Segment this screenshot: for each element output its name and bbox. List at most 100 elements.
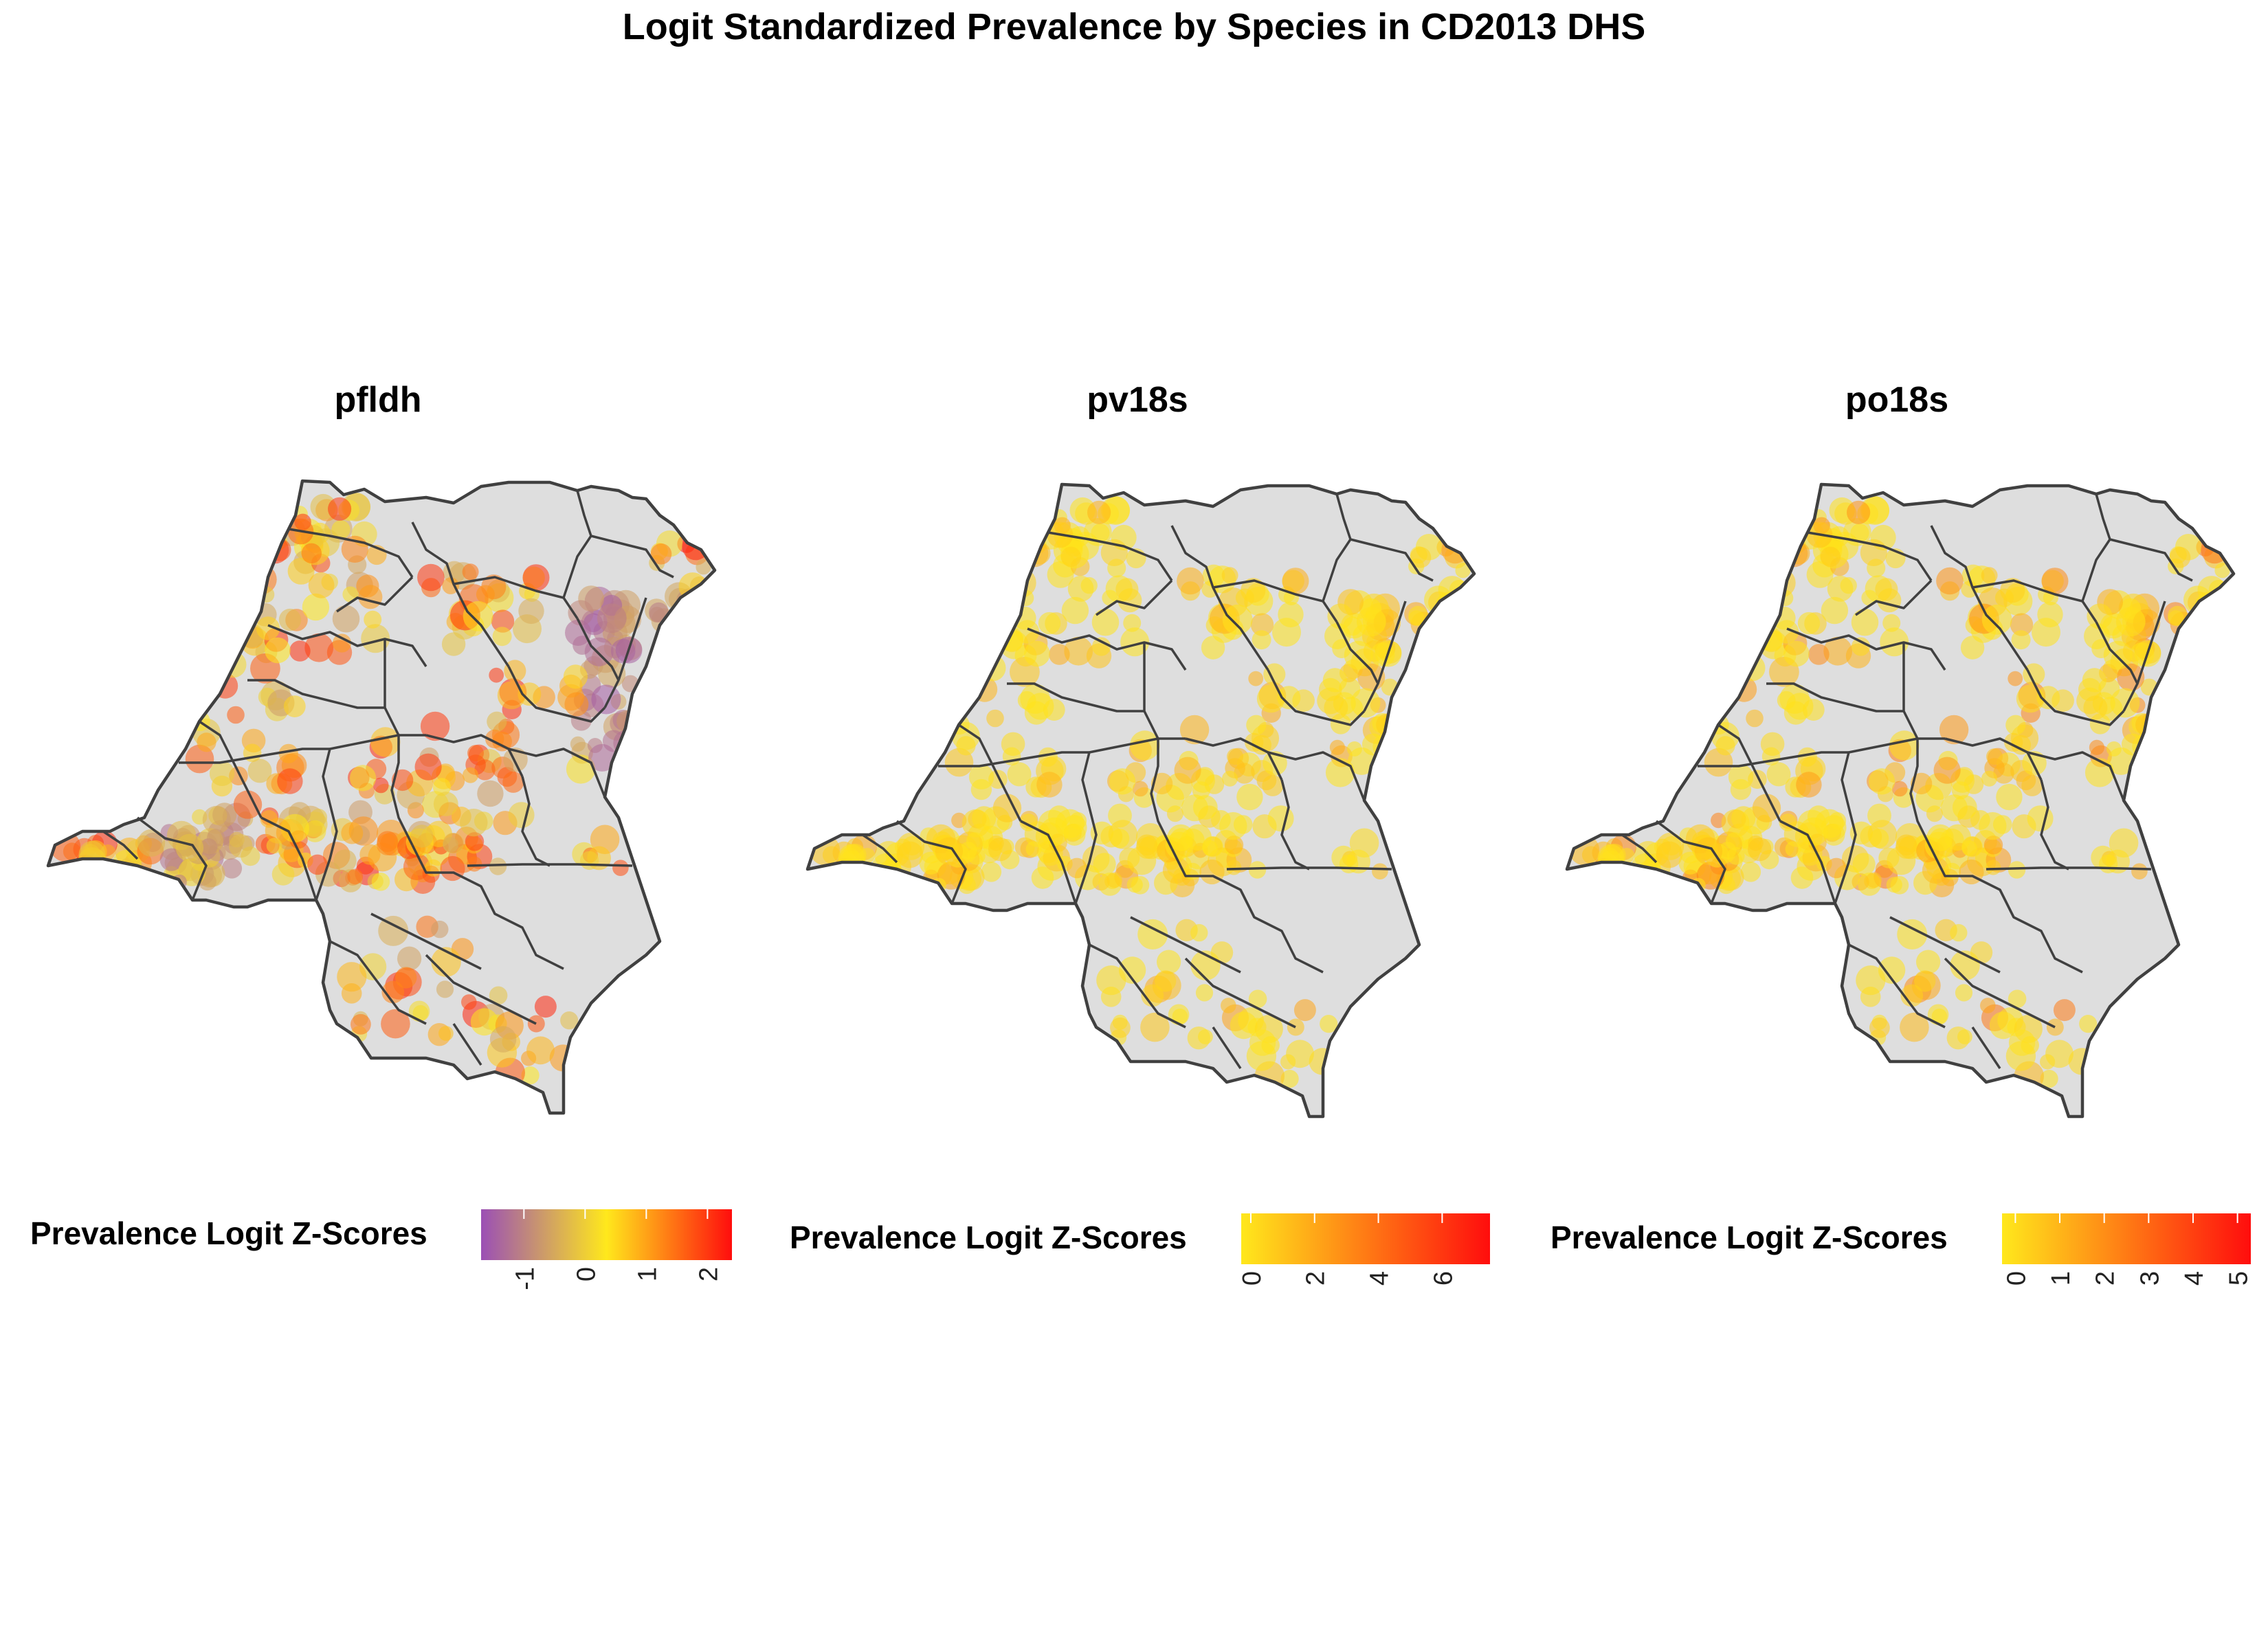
province-border [1143,642,1159,739]
cluster-point [1322,668,1347,693]
cluster-point [696,559,711,575]
cluster-point [477,780,504,807]
province-border [390,735,414,846]
province-border [453,576,579,619]
province-border [2095,621,2139,684]
province-border [1971,1027,2001,1069]
figure-title: Logit Standardized Prevalence by Species… [622,6,1646,47]
cluster-point [1821,596,1849,625]
cluster-point [1150,772,1173,795]
cluster-point [489,667,504,683]
cluster-point [1174,756,1201,784]
cluster-point [2005,715,2026,735]
cluster-point [489,857,507,875]
cluster-point [377,833,399,855]
cluster-point [209,761,235,786]
cluster-point [333,849,357,873]
colorbar-tick-label: 2 [2091,1271,2120,1286]
cluster-point [373,777,389,794]
cluster-point [159,848,183,871]
cluster-point [1003,561,1027,585]
cluster-point [1727,846,1745,865]
cluster-point [1324,695,1348,720]
cluster-point [265,637,291,664]
cluster-point [489,986,508,1005]
cluster-point [1847,500,1871,524]
cluster-point [1900,1012,1929,1042]
cluster-point [1961,581,1978,598]
cluster-point [359,844,381,865]
cluster-point [1170,828,1193,851]
cluster-point [1740,862,1761,882]
cluster-point [1093,853,1116,876]
cluster-point [1024,640,1050,667]
cluster-point [2103,640,2133,670]
cluster-point [302,593,330,621]
cluster-point [1263,663,1286,686]
cluster-point [1192,795,1218,820]
cluster-point [2027,805,2054,832]
province-border [1717,723,1781,822]
province-border [247,679,385,709]
cluster-point [840,857,864,881]
cluster-point [2084,622,2111,649]
cluster-point [391,769,414,792]
province-border [1930,525,2029,671]
province-border [179,748,330,764]
cluster-point [1256,684,1285,713]
cluster-point [1123,614,1142,632]
province-border [370,912,482,970]
cluster-point [341,983,362,1004]
cluster-point [2046,1018,2064,1036]
province-border [1089,737,1186,754]
cluster-point [1827,575,1854,602]
cluster-point [584,637,614,666]
cluster-point [1262,774,1284,796]
province-border [1909,739,1933,849]
cluster-point [1344,640,1373,670]
cluster-point [1592,866,1614,888]
province-border [1972,579,2098,622]
cluster-point [1287,1018,1304,1036]
colorbar-tick-label: 0 [572,1267,601,1281]
cluster-point [1878,847,1900,868]
cluster-point [1890,876,1909,895]
cluster-point [467,745,484,762]
cluster-point [1892,781,1908,797]
cluster-point [2041,568,2069,595]
colorbar-tick-label: 4 [1366,1271,1394,1286]
cluster-point [1157,950,1181,974]
cluster-point [381,1009,410,1039]
cluster-point [2185,618,2204,637]
cluster-point [1936,567,1964,595]
cluster-point [612,860,629,876]
cluster-point [1067,575,1094,602]
cluster-point [1957,1029,1972,1044]
province-border [521,776,551,867]
cluster-point [1860,825,1882,848]
colorbar-po18s [2002,1213,2251,1264]
cluster-point [412,1005,429,1021]
cluster-point [1109,768,1136,795]
map-panel-pfldh: pfldh [0,371,756,1347]
cluster-point [1120,627,1150,657]
cluster-point [968,846,986,865]
cluster-point [1777,494,1808,525]
cluster-point [1599,857,1623,881]
province-border [315,748,338,901]
cluster-point [2079,1015,2098,1033]
province-border [411,521,510,667]
cluster-point [1179,715,1210,745]
cluster-point [1184,862,1201,880]
cluster-point [1981,567,1998,584]
province-border [1807,531,1933,581]
cluster-point [489,1026,517,1053]
cluster-point [919,851,942,875]
province-border [508,748,606,798]
cluster-point [508,802,535,829]
province-border [452,1023,482,1066]
cluster-point [935,837,964,865]
province-border [425,734,524,777]
cluster-point [1136,837,1158,859]
cluster-point [992,794,1022,822]
